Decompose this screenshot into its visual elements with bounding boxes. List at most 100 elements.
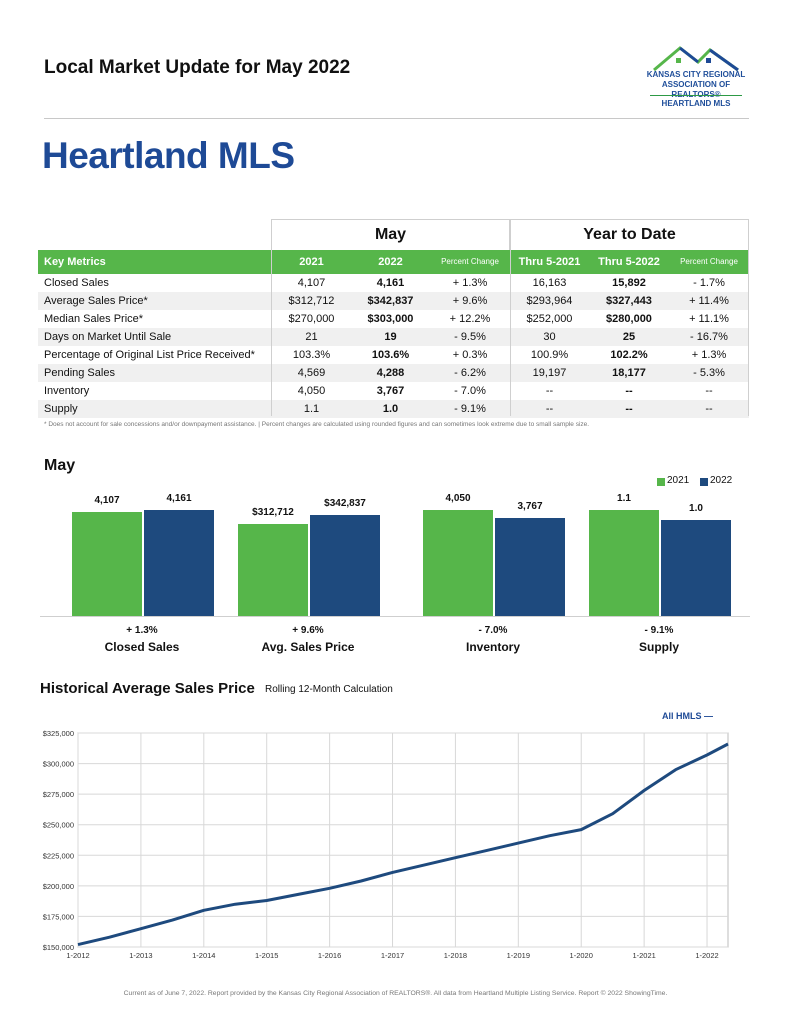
column-header: Thru 5-2022 <box>598 256 660 268</box>
table-cell: $342,837 <box>367 295 414 307</box>
table-cell: + 0.3% <box>452 349 488 361</box>
table-cell: + 9.6% <box>452 295 488 307</box>
line-chart-title: Historical Average Sales Price <box>40 680 255 697</box>
y-tick-label: $275,000 <box>43 790 74 799</box>
report-title: Local Market Update for May 2022 <box>44 57 351 78</box>
group-header-ytd: Year to Date <box>510 219 749 250</box>
table-cell: 4,288 <box>376 367 405 379</box>
metric-name: Average Sales Price* <box>44 295 148 307</box>
table-row: Supply 1.1 1.0 - 9.1% -- -- -- <box>38 400 749 418</box>
table-cell: -- <box>545 385 554 397</box>
x-tick-label: 1-2016 <box>318 951 341 960</box>
table-cell: 102.2% <box>610 349 648 361</box>
metric-name: Median Sales Price* <box>44 313 144 325</box>
table-cell: - 1.7% <box>693 277 725 289</box>
percent-change-label: - 7.0% <box>478 625 508 636</box>
metric-name: Supply <box>44 403 78 415</box>
bar-2022 <box>495 517 565 616</box>
column-header: 2021 <box>299 256 324 268</box>
table-cell: 4,161 <box>376 277 405 289</box>
table-cell: + 11.4% <box>689 295 729 307</box>
table-cell: $252,000 <box>526 313 573 325</box>
bar-2021 <box>589 510 659 616</box>
bar-value-label: $342,837 <box>324 497 366 509</box>
column-header: Percent Change <box>441 257 499 266</box>
bar-value-label: $312,712 <box>252 506 294 518</box>
table-cell: 103.6% <box>371 349 410 361</box>
bar-value-label: 4,107 <box>94 494 120 506</box>
metric-category-label: Inventory <box>465 640 520 654</box>
table-divider <box>748 219 749 416</box>
table-cell: + 1.3% <box>452 277 488 289</box>
table-cell: $303,000 <box>367 313 414 325</box>
table-cell: -- <box>705 385 713 397</box>
metric-name: Days on Market Until Sale <box>44 331 172 343</box>
table-cell: 21 <box>305 331 318 343</box>
x-tick-label: 1-2013 <box>129 951 152 960</box>
table-cell: 25 <box>622 331 636 343</box>
table-cell: $327,443 <box>606 295 652 307</box>
x-tick-label: 1-2015 <box>255 951 278 960</box>
metric-name: Percentage of Original List Price Receiv… <box>44 349 255 361</box>
table-cell: + 11.1% <box>689 313 729 325</box>
bar-value-label: 1.1 <box>617 493 631 505</box>
header-divider <box>44 118 749 119</box>
bar-2021 <box>238 523 308 616</box>
x-tick-label: 1-2018 <box>444 951 467 960</box>
table-cell: 103.3% <box>292 349 331 361</box>
table-row: Percentage of Original List Price Receiv… <box>38 346 749 364</box>
table-cell: $293,964 <box>526 295 573 307</box>
table-cell: -- <box>545 403 554 415</box>
x-tick-label: 1-2020 <box>570 951 593 960</box>
page-title: Heartland MLS <box>42 135 295 176</box>
table-cell: $280,000 <box>606 313 652 325</box>
bar-2021 <box>72 511 142 616</box>
table-cell: 3,767 <box>376 385 405 397</box>
y-tick-label: $175,000 <box>43 912 74 921</box>
table-cell: 4,050 <box>297 385 326 397</box>
line-chart: $325,000 $300,000 $275,000 $250,000 $225,000… <box>43 729 729 960</box>
bar-value-label: 1.0 <box>689 503 703 514</box>
x-tick-label: 1-2021 <box>632 951 655 960</box>
percent-change-label: + 1.3% <box>126 625 158 636</box>
logo-text: KANSAS CITY REGIONAL ASSOCIATION OF REAL… <box>646 70 746 99</box>
table-cell: 19,197 <box>532 367 567 379</box>
table-cell: 1.0 <box>382 403 399 415</box>
legend-swatch-2022 <box>700 478 708 486</box>
table-row: Days on Market Until Sale 21 19 - 9.5% 30 25 -… <box>38 328 749 346</box>
table-header: Key Metrics 2021 2022 Percent Change Thr… <box>38 250 749 274</box>
table-row: Median Sales Price* $270,000 $303,000 + 12.… <box>38 310 749 328</box>
bar-2021 <box>423 510 493 616</box>
bar-2022 <box>144 510 214 616</box>
table-cell: 30 <box>543 331 556 343</box>
group-header-may: May <box>271 219 510 250</box>
x-tick-label: 1-2012 <box>66 951 89 960</box>
series-line-all-hmls <box>77 742 729 947</box>
y-tick-label: $300,000 <box>43 760 74 769</box>
metric-category-label: Closed Sales <box>104 640 180 654</box>
page-footer: Current as of June 7, 2022. Report provi… <box>123 990 668 997</box>
metric-category-label: Avg. Sales Price <box>261 640 355 654</box>
table-footnote: * Does not account for sale concessions … <box>44 421 590 428</box>
metric-category-label: Supply <box>638 640 679 654</box>
x-tick-label: 1-2014 <box>192 951 215 960</box>
table-divider <box>271 219 272 416</box>
table-cell: - 16.7% <box>690 331 728 343</box>
legend-label-2021: 2021 <box>667 475 690 486</box>
table-cell: + 1.3% <box>691 349 727 361</box>
y-tick-label: $225,000 <box>43 851 74 860</box>
x-tick-label: 1-2019 <box>507 951 530 960</box>
y-tick-label: $250,000 <box>43 821 74 830</box>
table-cell: 4,107 <box>297 277 326 289</box>
table-cell: -- <box>705 403 713 415</box>
table-row: Average Sales Price* $312,712 $342,837 + 9.… <box>38 292 749 310</box>
bar-chart-baseline <box>40 616 750 617</box>
line-chart-legend: All HMLS — <box>662 711 714 721</box>
metric-name: Inventory <box>44 385 90 397</box>
column-header: Percent Change <box>680 257 738 266</box>
table-divider <box>510 219 511 416</box>
table-cell: -- <box>625 403 633 415</box>
table-cell: - 5.3% <box>693 367 725 379</box>
percent-change-label: - 9.1% <box>644 625 674 636</box>
table-cell: -- <box>625 385 633 397</box>
